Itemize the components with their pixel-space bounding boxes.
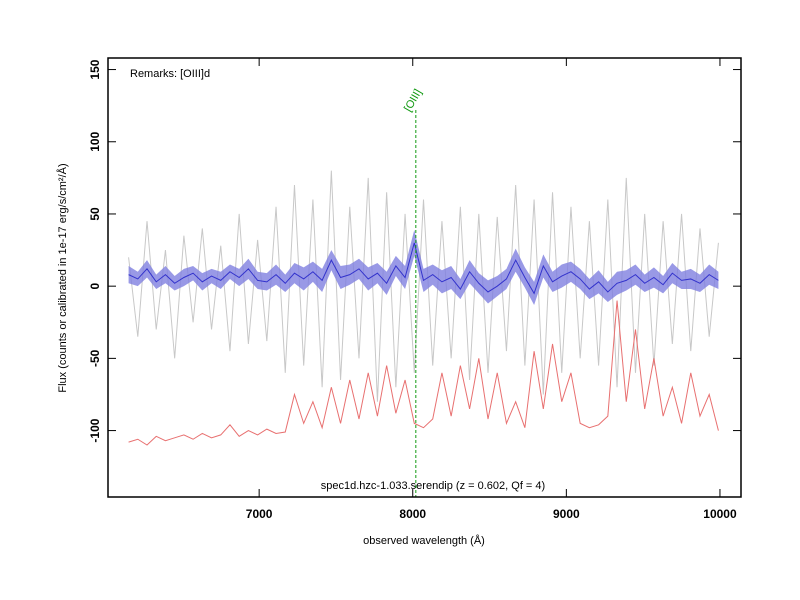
plot-area <box>128 170 719 446</box>
x-tick-label: 9000 <box>553 507 580 521</box>
y-axis-label: Flux (counts or calibrated in 1e-17 erg/… <box>56 163 69 392</box>
marker-label: [OIII] <box>402 87 424 114</box>
y-tick-label: 150 <box>88 59 102 79</box>
y-tick-label: 100 <box>88 131 102 151</box>
y-tick-label: 0 <box>88 283 102 290</box>
spectrum-line <box>128 242 719 295</box>
plot-frame <box>107 57 742 498</box>
remarks: Remarks: [OIII]d <box>130 68 210 80</box>
x-tick-label: 10000 <box>703 507 737 521</box>
spectrum-line <box>128 170 719 402</box>
caption: spec1d.hzc-1.033.serendip (z = 0.602, Qf… <box>321 480 545 492</box>
y-tick-label: -50 <box>88 349 102 367</box>
y-tick-label: 50 <box>88 207 102 221</box>
x-tick-label: 8000 <box>399 507 426 521</box>
spectrum-line <box>128 300 719 446</box>
x-axis-label: observed wavelength (Å) <box>363 534 485 547</box>
error-band <box>128 229 719 305</box>
x-tick-label: 7000 <box>246 507 273 521</box>
y-tick-label: -100 <box>88 418 102 442</box>
